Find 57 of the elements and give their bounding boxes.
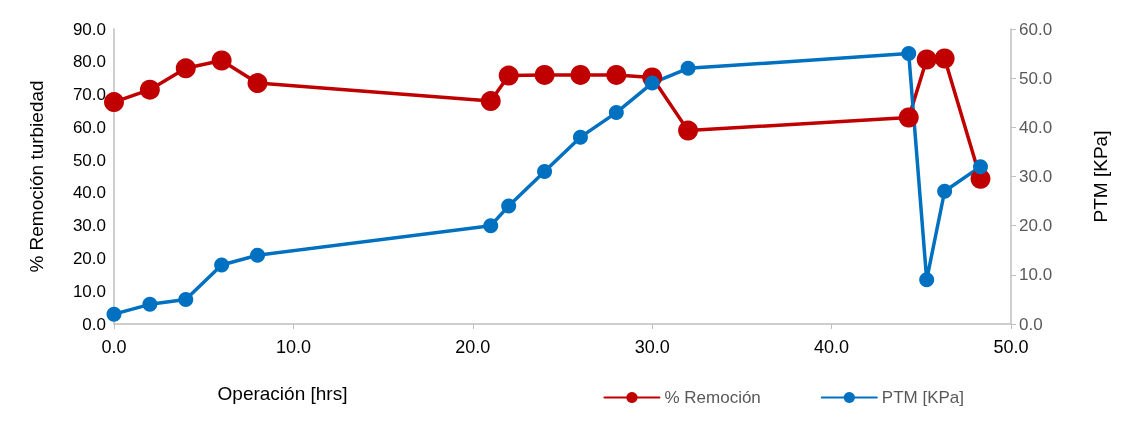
- y-tick-label: 50.0: [72, 150, 106, 170]
- point: [498, 65, 519, 86]
- x-tick-label: 30.0: [634, 337, 670, 357]
- y2-tick-label: 10.0: [1019, 265, 1053, 285]
- point: [534, 64, 555, 85]
- point: [139, 79, 160, 100]
- y-tick-label: 20.0: [72, 248, 106, 268]
- x-tick-label: 10.0: [275, 337, 311, 357]
- point: [937, 183, 953, 199]
- y-tick-label: 60.0: [72, 117, 106, 137]
- legend-label: PTM [KPa]: [881, 388, 964, 407]
- y2-tick-label: 0.0: [1019, 314, 1043, 334]
- point: [606, 64, 627, 85]
- y2-tick-label: 40.0: [1019, 117, 1053, 137]
- y-axis-title: % Remoción turbiedad: [26, 80, 47, 273]
- point: [247, 73, 268, 94]
- x-tick-label: 0.0: [101, 337, 127, 357]
- x-axis-title: Operación [hrs]: [217, 383, 348, 404]
- point: [104, 92, 124, 113]
- y2-tick-label: 60.0: [1019, 19, 1053, 39]
- point: [250, 247, 266, 263]
- point: [214, 257, 230, 273]
- point: [501, 198, 517, 214]
- point: [608, 105, 624, 121]
- point: [678, 120, 699, 141]
- y2-tick-label: 30.0: [1019, 167, 1053, 186]
- y-tick-label: 10.0: [72, 281, 106, 301]
- x-tick-label: 40.0: [814, 337, 850, 357]
- y-tick-label: 0.0: [82, 314, 106, 334]
- point: [916, 49, 937, 70]
- point: [175, 58, 196, 79]
- point: [898, 107, 919, 128]
- point: [211, 50, 232, 71]
- point: [483, 218, 499, 234]
- point: [570, 64, 591, 85]
- point: [537, 164, 553, 180]
- point: [680, 60, 696, 76]
- point: [142, 296, 158, 312]
- point: [480, 91, 501, 112]
- y2-tick-label: 20.0: [1019, 216, 1053, 236]
- point: [572, 129, 588, 145]
- y-tick-label: 90.0: [72, 19, 106, 39]
- point: [178, 291, 194, 307]
- y2-axis-title: PTM [KPa]: [1090, 130, 1111, 223]
- point: [934, 48, 955, 69]
- y-tick-label: 30.0: [72, 216, 106, 236]
- point: [106, 306, 122, 322]
- y-tick-label: 80.0: [72, 52, 106, 72]
- x-tick-label: 50.0: [993, 337, 1029, 357]
- y-tick-label: 70.0: [72, 85, 106, 105]
- point: [973, 159, 988, 175]
- x-tick-label: 20.0: [455, 337, 491, 357]
- y2-tick-label: 50.0: [1019, 68, 1053, 88]
- point: [919, 272, 935, 288]
- point: [901, 46, 917, 62]
- legend-label: % Remoción: [664, 388, 761, 407]
- y-tick-label: 40.0: [72, 183, 106, 203]
